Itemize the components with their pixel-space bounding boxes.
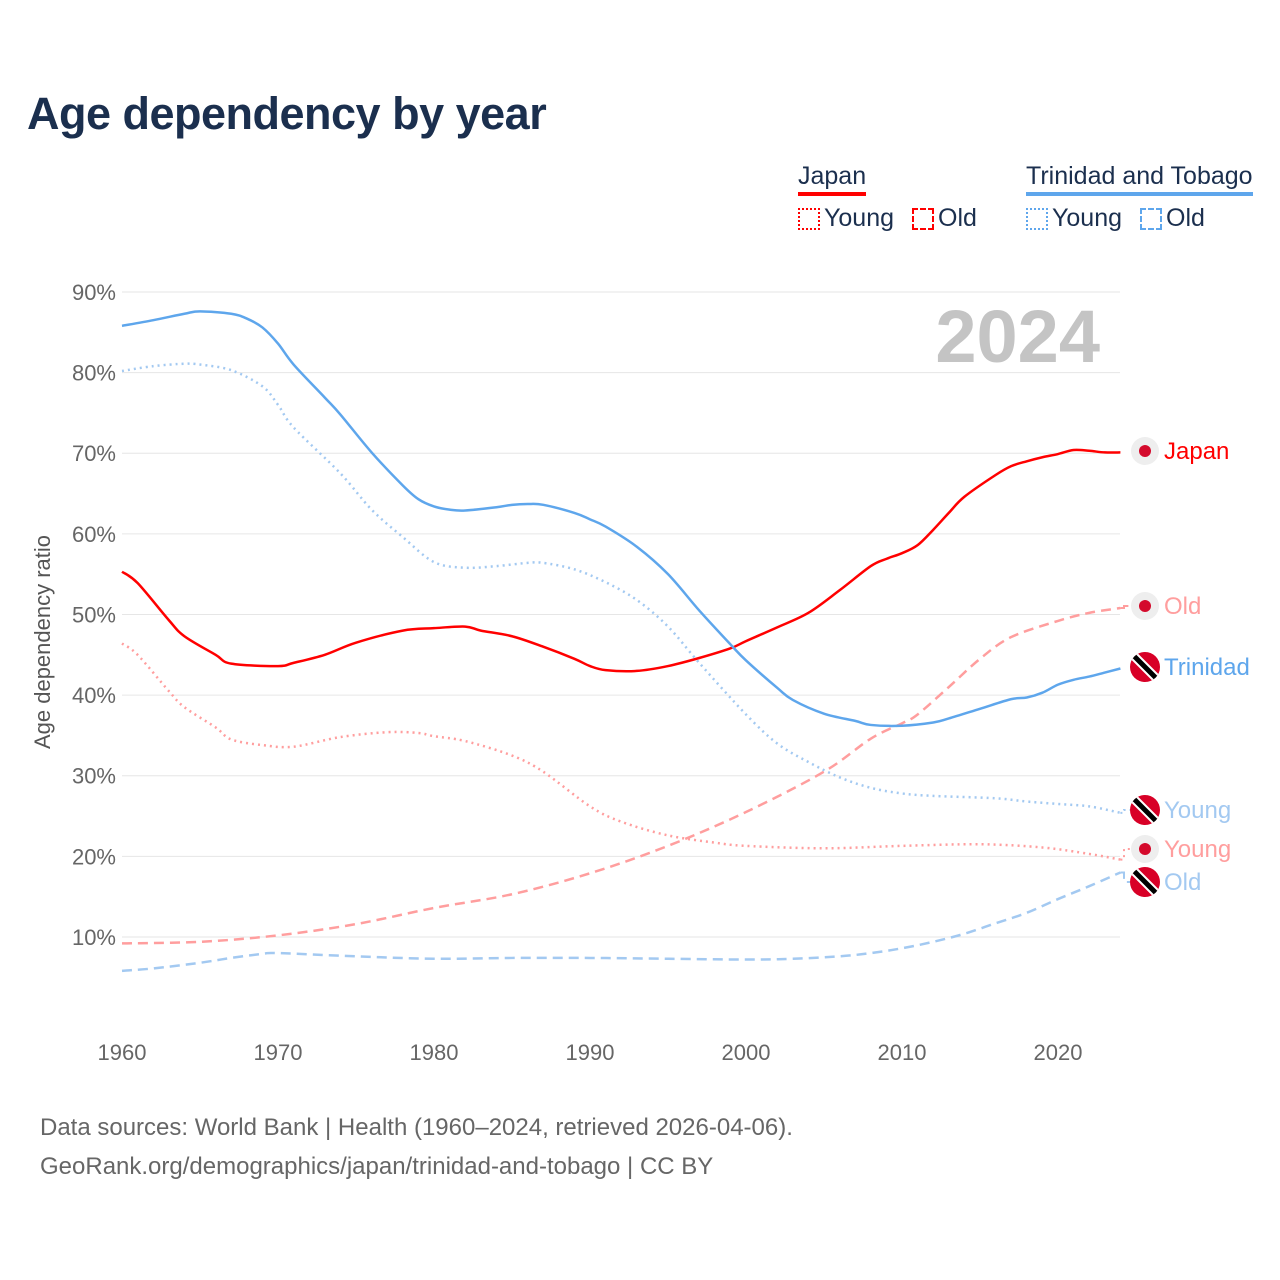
y-tick-label: 70%	[72, 441, 116, 466]
year-watermark: 2024	[935, 295, 1100, 378]
y-tick-label: 30%	[72, 764, 116, 789]
legend-label: Young	[1052, 204, 1122, 232]
footer-url[interactable]: GeoRank.org/demographics/japan/trinidad-…	[40, 1153, 714, 1180]
legend-country-trinidad: Trinidad and Tobago	[1026, 162, 1253, 196]
end-label: Trinidad	[1164, 654, 1250, 681]
legend-item-trinidad-young[interactable]: Young	[1026, 204, 1122, 233]
footer-sources: Data sources: World Bank | Health (1960–…	[40, 1114, 793, 1141]
y-tick-label: 90%	[72, 280, 116, 305]
y-tick-label: 80%	[72, 361, 116, 386]
x-tick-label: 2000	[722, 1040, 771, 1065]
chart-title: Age dependency by year	[27, 88, 547, 139]
x-tick-label: 1980	[410, 1040, 459, 1065]
series-line-trinidad-and-tobago-young	[121, 362, 1121, 815]
leader-line	[1120, 809, 1130, 814]
footer: Data sources: World Bank | Health (1960–…	[40, 1108, 793, 1186]
y-tick-label: 40%	[72, 683, 116, 708]
japan-flag-icon	[1131, 437, 1159, 465]
legend-item-japan-old[interactable]: Old	[912, 204, 977, 233]
legend-japan[interactable]: Japan Young Old	[798, 162, 977, 233]
legend-label: Old	[938, 204, 977, 232]
trinidad-flag-icon	[1130, 795, 1160, 825]
dashed-swatch-icon	[1140, 207, 1162, 230]
leader-line	[1120, 848, 1130, 861]
series-line-japan-young	[121, 642, 1121, 861]
legend-label: Old	[1166, 204, 1205, 232]
x-tick-label: 1990	[566, 1040, 615, 1065]
dashed-swatch-icon	[912, 207, 934, 230]
y-tick-label: 20%	[72, 844, 116, 869]
x-tick-label: 1960	[98, 1040, 147, 1065]
end-label: Japan	[1164, 438, 1229, 465]
legend-label: Young	[824, 204, 894, 232]
dotted-swatch-icon	[798, 207, 820, 230]
series-line-japan	[121, 448, 1121, 673]
y-axis-label: Age dependency ratio	[30, 535, 55, 749]
series-line-japan-old	[121, 606, 1121, 945]
x-tick-label: 2020	[1034, 1040, 1083, 1065]
dotted-swatch-icon	[1026, 207, 1048, 230]
leader-line	[1120, 871, 1130, 883]
legend-trinidad[interactable]: Trinidad and Tobago Young Old	[1026, 162, 1253, 233]
end-label: Old	[1164, 593, 1201, 620]
legend-item-japan-young[interactable]: Young	[798, 204, 894, 233]
japan-flag-icon	[1131, 835, 1159, 863]
trinidad-flag-icon	[1130, 867, 1160, 897]
trinidad-flag-icon	[1130, 652, 1160, 682]
series-line-trinidad-and-tobago-old	[121, 871, 1121, 973]
end-label: Young	[1164, 797, 1231, 824]
legend-item-trinidad-old[interactable]: Old	[1140, 204, 1205, 233]
y-tick-label: 60%	[72, 522, 116, 547]
legend-country-japan: Japan	[798, 162, 867, 196]
series-line-trinidad-and-tobago	[121, 310, 1121, 728]
leader-line	[1120, 605, 1130, 610]
end-label: Old	[1164, 869, 1201, 896]
end-label: Young	[1164, 836, 1231, 863]
y-tick-label: 50%	[72, 602, 116, 627]
x-tick-label: 1970	[254, 1040, 303, 1065]
y-tick-label: 10%	[72, 925, 116, 950]
x-tick-label: 2010	[878, 1040, 927, 1065]
japan-flag-icon	[1131, 592, 1159, 620]
